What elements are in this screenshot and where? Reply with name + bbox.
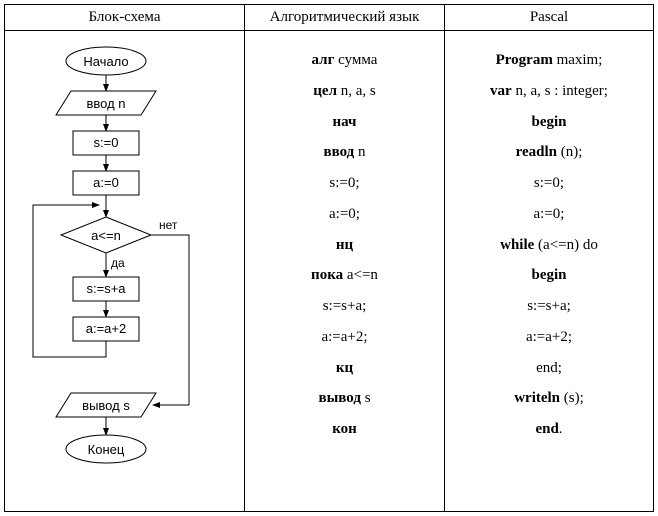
code-line: writeln (s); bbox=[451, 383, 647, 414]
code-line: while (a<=n) do bbox=[451, 230, 647, 261]
code-line: кц bbox=[251, 353, 438, 384]
code-line: readln (n); bbox=[451, 137, 647, 168]
code-line: a:=a+2; bbox=[451, 322, 647, 353]
algo-cell: алг сумма цел n, a, s нач ввод n s:=0; a… bbox=[245, 31, 445, 511]
header-algo-lang: Алгоритмический язык bbox=[245, 5, 445, 30]
code-line: кон bbox=[251, 414, 438, 445]
node-input-label: ввод n bbox=[86, 96, 125, 111]
code-line: a:=0; bbox=[451, 199, 647, 230]
code-line: Program maxim; bbox=[451, 45, 647, 76]
code-line: var n, a, s : integer; bbox=[451, 76, 647, 107]
code-line: end; bbox=[451, 353, 647, 384]
node-init-s-label: s:=0 bbox=[94, 135, 119, 150]
node-upd-s-label: s:=s+a bbox=[86, 281, 126, 296]
comparison-table: Блок-схема Алгоритмический язык Pascal Н… bbox=[4, 4, 654, 512]
pascal-cell: Program maxim; var n, a, s : integer; be… bbox=[445, 31, 653, 511]
code-line: begin bbox=[451, 260, 647, 291]
code-line: end. bbox=[451, 414, 647, 445]
header-pascal: Pascal bbox=[445, 5, 653, 30]
code-line: вывод s bbox=[251, 383, 438, 414]
code-line: нач bbox=[251, 107, 438, 138]
table-body-row: Начало ввод n s:=0 a:=0 a<=n нет bbox=[5, 31, 653, 511]
node-output-label: вывод s bbox=[82, 398, 130, 413]
code-line: s:=0; bbox=[451, 168, 647, 199]
code-line: s:=s+a; bbox=[451, 291, 647, 322]
edge-no bbox=[151, 235, 189, 405]
code-line: алг сумма bbox=[251, 45, 438, 76]
header-flowchart: Блок-схема bbox=[5, 5, 245, 30]
code-line: a:=0; bbox=[251, 199, 438, 230]
code-line: a:=a+2; bbox=[251, 322, 438, 353]
table-header-row: Блок-схема Алгоритмический язык Pascal bbox=[5, 5, 653, 31]
node-upd-a-label: a:=a+2 bbox=[86, 321, 127, 336]
node-cond-label: a<=n bbox=[91, 228, 121, 243]
code-line: цел n, a, s bbox=[251, 76, 438, 107]
edge-no-label: нет bbox=[159, 218, 178, 232]
node-init-a-label: a:=0 bbox=[93, 175, 119, 190]
code-line: s:=0; bbox=[251, 168, 438, 199]
flowchart-cell: Начало ввод n s:=0 a:=0 a<=n нет bbox=[5, 31, 245, 511]
flowchart-svg: Начало ввод n s:=0 a:=0 a<=n нет bbox=[11, 39, 239, 504]
edge-yes-label: да bbox=[111, 256, 125, 270]
node-end-label: Конец bbox=[88, 442, 125, 457]
code-line: ввод n bbox=[251, 137, 438, 168]
code-line: s:=s+a; bbox=[251, 291, 438, 322]
code-line: нц bbox=[251, 230, 438, 261]
node-start-label: Начало bbox=[83, 54, 128, 69]
code-line: begin bbox=[451, 107, 647, 138]
code-line: пока a<=n bbox=[251, 260, 438, 291]
